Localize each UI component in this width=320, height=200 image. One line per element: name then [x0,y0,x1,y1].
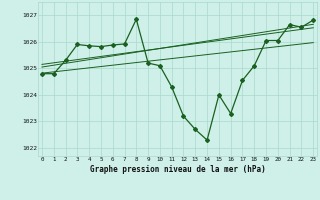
X-axis label: Graphe pression niveau de la mer (hPa): Graphe pression niveau de la mer (hPa) [90,165,266,174]
